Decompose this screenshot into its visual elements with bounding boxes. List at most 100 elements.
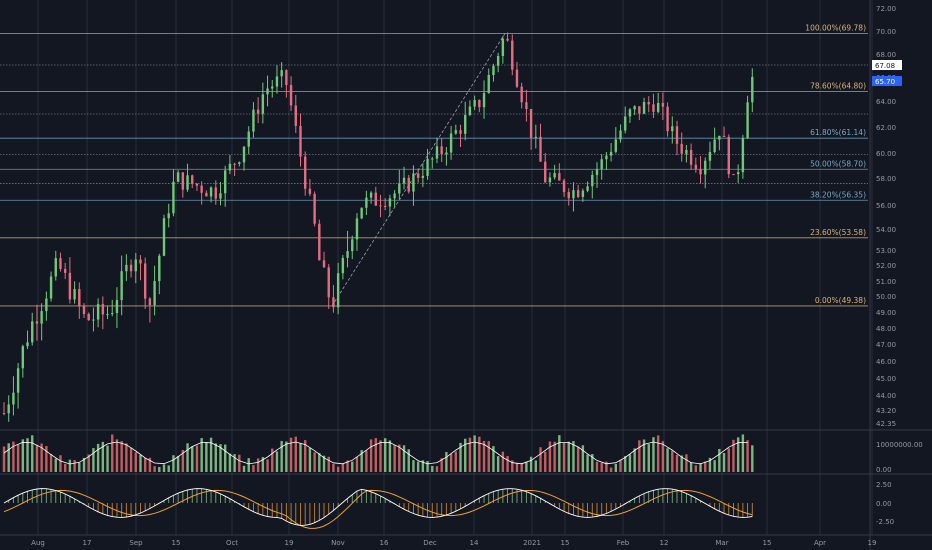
volume-bar — [591, 454, 594, 472]
candle-body — [539, 136, 542, 162]
candle-body — [355, 218, 359, 240]
candle-body — [468, 106, 472, 115]
volume-bar — [2, 446, 6, 472]
candle-body — [440, 146, 443, 155]
candle-body — [162, 218, 166, 256]
volume-bar — [647, 444, 650, 472]
volume-bar — [129, 447, 133, 472]
volume-bar — [26, 438, 29, 472]
candle-body — [12, 392, 15, 405]
candle-body — [223, 170, 227, 194]
volume-bar — [355, 456, 359, 472]
volume-bar — [605, 461, 608, 472]
volume-bar — [727, 448, 730, 472]
volume-bar — [223, 444, 227, 472]
candle-body — [21, 346, 25, 369]
volume-bar — [544, 451, 547, 472]
candle-body — [388, 198, 392, 207]
candle-body — [624, 116, 627, 131]
volume-bar — [440, 458, 443, 472]
candle-body — [501, 38, 505, 56]
candle-body — [548, 177, 552, 183]
volume-bar — [661, 441, 665, 472]
volume-bar — [633, 448, 636, 472]
candle-body — [26, 342, 29, 347]
fib-level-label: 61.80%(61.14) — [810, 128, 866, 137]
candle-body — [31, 321, 34, 343]
candle-body — [567, 192, 570, 199]
volume-bar — [567, 441, 570, 472]
volume-bar — [228, 453, 232, 472]
volume-bar — [562, 443, 566, 472]
volume-bar — [652, 437, 655, 472]
price-axis-tick: 44.00 — [876, 392, 896, 400]
candle-body — [299, 125, 302, 157]
volume-bar — [200, 438, 203, 472]
candle-body — [304, 156, 307, 189]
candle-body — [228, 163, 232, 171]
volume-bar — [256, 458, 260, 472]
candle-body — [722, 135, 726, 137]
candle-body — [134, 259, 137, 272]
time-axis-tick: Aug — [31, 539, 45, 547]
volume-bar — [308, 447, 312, 472]
volume-bar — [478, 436, 481, 472]
candle-body — [120, 271, 123, 301]
candle-body — [247, 131, 250, 147]
time-axis-tick: 19 — [868, 539, 877, 547]
price-axis-tick: 48.00 — [876, 325, 896, 333]
volume-bar — [139, 454, 142, 472]
time-axis-tick: 15 — [172, 539, 181, 547]
volume-bar — [487, 441, 490, 472]
volume-bar — [346, 460, 349, 472]
time-axis-tick: 14 — [470, 539, 479, 547]
candle-body — [111, 312, 114, 315]
volume-bar — [449, 453, 453, 472]
volume-bar — [628, 454, 632, 472]
candle-body — [699, 169, 702, 175]
time-axis-tick: Dec — [423, 539, 437, 547]
candle-body — [369, 192, 373, 198]
price-axis-tick: 47.00 — [876, 341, 896, 349]
price-axis-tick: 62.00 — [876, 124, 896, 132]
volume-bar — [172, 455, 175, 472]
candle-body — [751, 76, 754, 103]
volume-bar — [176, 456, 180, 472]
price-axis-tick: 58.00 — [876, 175, 896, 183]
candle-body — [421, 175, 425, 178]
candle-body — [736, 172, 740, 175]
candle-body — [200, 185, 203, 193]
volume-bar — [271, 448, 274, 472]
candle-body — [445, 152, 448, 155]
candle-body — [595, 169, 599, 175]
macd-axis-tick: 2.50 — [876, 481, 892, 489]
candle-body — [233, 163, 236, 165]
candle-body — [294, 105, 297, 126]
candle-body — [496, 55, 500, 66]
volume-bar — [266, 459, 269, 472]
volume-bar — [421, 460, 425, 472]
candle-body — [576, 190, 580, 197]
time-axis-tick: 12 — [660, 539, 669, 547]
price-axis-tick: 51.00 — [876, 278, 896, 286]
candle-body — [487, 75, 490, 94]
candle-body — [435, 146, 439, 159]
volume-bar — [209, 437, 213, 472]
price-axis-tick: 54.00 — [876, 226, 896, 234]
candle-body — [181, 172, 185, 190]
volume-bar — [431, 465, 434, 472]
volume-bar — [238, 454, 241, 472]
candle-body — [148, 298, 152, 306]
volume-bar — [666, 448, 669, 472]
candle-body — [572, 190, 575, 199]
candle-body — [661, 103, 665, 107]
volume-bar — [416, 461, 420, 472]
volume-bar — [468, 437, 472, 472]
candle-body — [402, 177, 406, 184]
candle-body — [167, 213, 170, 219]
volume-bar — [515, 463, 519, 472]
candle-body — [426, 158, 429, 176]
volume-bar — [506, 455, 509, 472]
candle-body — [271, 86, 274, 89]
